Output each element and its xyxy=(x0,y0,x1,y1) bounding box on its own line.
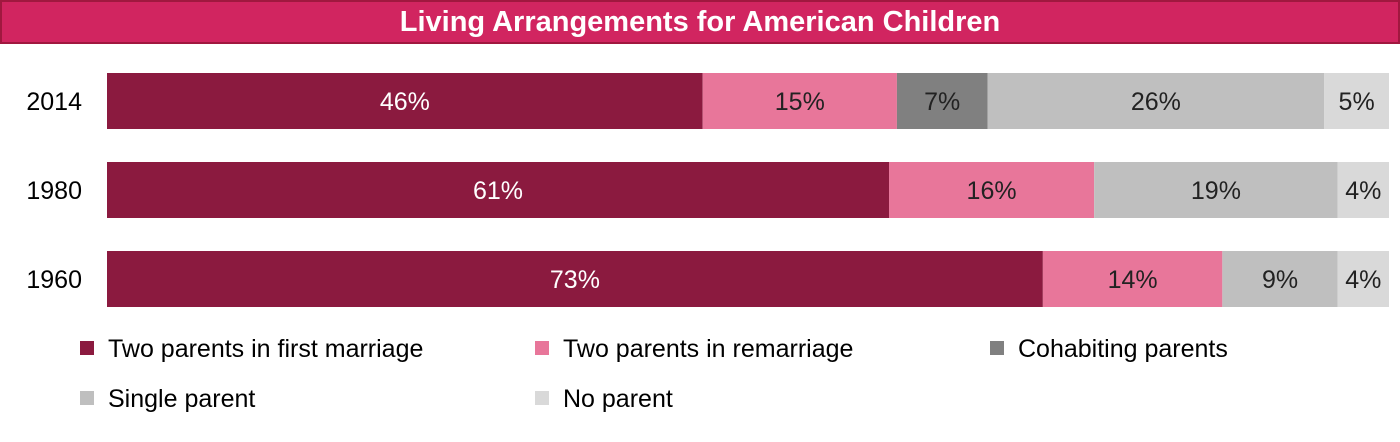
data-label: 61% xyxy=(473,177,523,205)
bar-row-1980: 1980 61% 16% 19% 4% xyxy=(26,162,1389,218)
bar-row-1960: 1960 73% 14% 9% 4% xyxy=(26,251,1389,307)
data-label: 4% xyxy=(1345,266,1381,294)
legend-item: No parent xyxy=(535,385,673,413)
chart-title-bar: Living Arrangements for American Childre… xyxy=(0,0,1400,44)
bar-segment xyxy=(1337,162,1389,218)
data-label: 26% xyxy=(1131,88,1181,116)
bar-segment xyxy=(1042,251,1223,307)
bar-segment xyxy=(1324,73,1389,129)
legend-item: Two parents in remarriage xyxy=(535,335,853,363)
data-label: 9% xyxy=(1262,266,1298,294)
legend-swatch xyxy=(535,391,549,405)
bar-segment xyxy=(987,73,1325,129)
legend: Two parents in first marriage Two parents… xyxy=(80,335,1228,413)
stacked-bar-chart: 2014 46% 15% 7% 26% 5%1980 61% 16% 19% 4%1960 73% 1… xyxy=(26,73,1389,413)
bar-segment xyxy=(107,251,1043,307)
legend-label: Single parent xyxy=(108,385,255,413)
legend-item: Single parent xyxy=(80,385,255,413)
bar-segment xyxy=(889,162,1095,218)
legend-label: No parent xyxy=(563,385,673,413)
legend-label: Two parents in first marriage xyxy=(108,335,423,363)
category-label: 1960 xyxy=(26,266,82,294)
bar-segment xyxy=(107,162,890,218)
bars-layer: 2014 46% 15% 7% 26% 5%1980 61% 16% 19% 4%1960 73% 1… xyxy=(26,73,1389,307)
category-label: 2014 xyxy=(26,88,82,116)
data-label: 14% xyxy=(1108,266,1158,294)
legend-swatch xyxy=(535,341,549,355)
bar-segment xyxy=(702,73,897,129)
legend-swatch xyxy=(990,341,1004,355)
legend-item: Two parents in first marriage xyxy=(80,335,423,363)
data-label: 15% xyxy=(775,88,825,116)
legend-item: Cohabiting parents xyxy=(990,335,1228,363)
data-label: 5% xyxy=(1339,88,1375,116)
bar-segment xyxy=(896,73,988,129)
chart-title: Living Arrangements for American Childre… xyxy=(399,5,1001,38)
bar-row-2014: 2014 46% 15% 7% 26% 5% xyxy=(26,73,1389,129)
category-label: 1980 xyxy=(26,177,82,205)
legend-label: Cohabiting parents xyxy=(1018,335,1228,363)
bar-segment xyxy=(1094,162,1338,218)
data-label: 4% xyxy=(1345,177,1381,205)
bar-segment xyxy=(1222,251,1338,307)
data-label: 16% xyxy=(967,177,1017,205)
legend-label: Two parents in remarriage xyxy=(563,335,853,363)
data-label: 46% xyxy=(380,88,430,116)
bar-segment xyxy=(1337,251,1389,307)
legend-swatch xyxy=(80,391,94,405)
data-label: 7% xyxy=(924,88,960,116)
data-label: 73% xyxy=(550,266,600,294)
data-label: 19% xyxy=(1191,177,1241,205)
bar-segment xyxy=(107,73,703,129)
legend-swatch xyxy=(80,341,94,355)
